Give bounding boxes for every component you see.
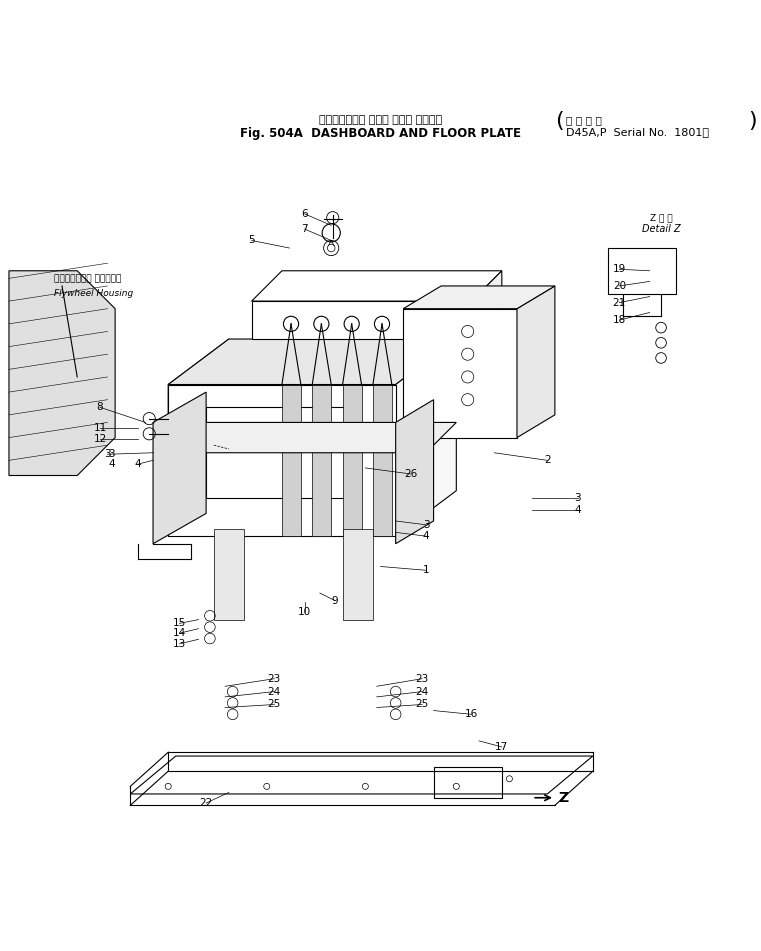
Polygon shape: [312, 384, 331, 536]
Polygon shape: [9, 271, 115, 476]
Text: 4: 4: [422, 532, 429, 541]
Text: Fig. 504A  DASHBOARD AND FLOOR PLATE: Fig. 504A DASHBOARD AND FLOOR PLATE: [240, 126, 521, 140]
Text: 6: 6: [301, 209, 308, 219]
Text: D45A,P  Serial No.  1801～: D45A,P Serial No. 1801～: [566, 126, 709, 137]
Text: 2: 2: [544, 456, 551, 465]
Polygon shape: [130, 756, 593, 794]
Text: 適 用 号 機: 適 用 号 機: [566, 115, 602, 126]
Polygon shape: [373, 384, 392, 536]
Text: Z: Z: [559, 790, 568, 805]
Text: 14: 14: [173, 629, 186, 638]
Polygon shape: [214, 529, 244, 619]
Text: (: (: [555, 111, 563, 131]
Text: 4: 4: [109, 459, 115, 469]
Text: 19: 19: [613, 264, 626, 274]
Polygon shape: [168, 384, 396, 536]
Polygon shape: [168, 339, 457, 384]
Text: 8: 8: [97, 402, 103, 413]
Polygon shape: [282, 384, 301, 536]
Polygon shape: [342, 529, 373, 619]
Polygon shape: [252, 271, 501, 301]
Polygon shape: [396, 399, 434, 544]
Text: 24: 24: [416, 687, 429, 696]
Text: 16: 16: [465, 709, 478, 719]
Text: 25: 25: [416, 700, 429, 709]
Text: フライホイール ハウジング: フライホイール ハウジング: [55, 274, 122, 282]
Text: 24: 24: [268, 687, 281, 696]
Text: 21: 21: [613, 298, 626, 307]
Text: 3: 3: [575, 494, 581, 503]
Text: ダッシュボード および フロア プレート: ダッシュボード および フロア プレート: [319, 115, 442, 126]
Text: ): ): [748, 111, 757, 131]
Text: 15: 15: [173, 618, 186, 629]
Polygon shape: [252, 301, 472, 339]
Polygon shape: [153, 392, 206, 544]
Text: 12: 12: [94, 434, 107, 444]
Polygon shape: [396, 339, 457, 536]
Text: 10: 10: [298, 607, 311, 617]
Bar: [434, 767, 501, 798]
Text: Z 拡 大: Z 拡 大: [650, 213, 673, 223]
Polygon shape: [608, 248, 677, 294]
Text: 13: 13: [173, 639, 186, 649]
Polygon shape: [403, 309, 517, 437]
Bar: [206, 407, 358, 498]
Text: 5: 5: [248, 236, 255, 245]
Polygon shape: [153, 422, 457, 453]
Text: 11: 11: [94, 423, 107, 434]
Polygon shape: [168, 339, 229, 536]
Text: 3: 3: [109, 449, 115, 459]
Polygon shape: [517, 286, 555, 437]
Text: 3: 3: [422, 520, 429, 530]
Text: Detail Z: Detail Z: [642, 224, 680, 234]
Text: 17: 17: [495, 742, 508, 752]
Text: 4: 4: [575, 505, 581, 514]
Text: 20: 20: [613, 281, 626, 291]
Text: 26: 26: [404, 469, 418, 479]
Text: 7: 7: [301, 224, 308, 234]
Text: 25: 25: [268, 700, 281, 709]
Text: 4: 4: [135, 459, 142, 469]
Text: Flywheel Housing: Flywheel Housing: [55, 289, 134, 298]
Text: 9: 9: [332, 595, 339, 606]
Text: 23: 23: [416, 673, 429, 684]
Text: 22: 22: [199, 798, 213, 808]
Polygon shape: [472, 271, 501, 339]
Text: 3: 3: [104, 449, 111, 459]
Text: 1: 1: [422, 565, 429, 575]
Text: 18: 18: [613, 315, 626, 325]
Polygon shape: [403, 286, 555, 309]
Text: 23: 23: [268, 673, 281, 684]
Polygon shape: [342, 384, 361, 536]
